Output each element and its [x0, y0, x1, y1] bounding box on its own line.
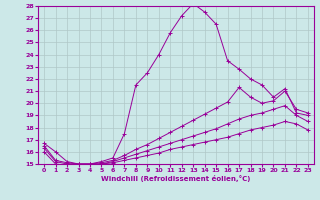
X-axis label: Windchill (Refroidissement éolien,°C): Windchill (Refroidissement éolien,°C): [101, 175, 251, 182]
